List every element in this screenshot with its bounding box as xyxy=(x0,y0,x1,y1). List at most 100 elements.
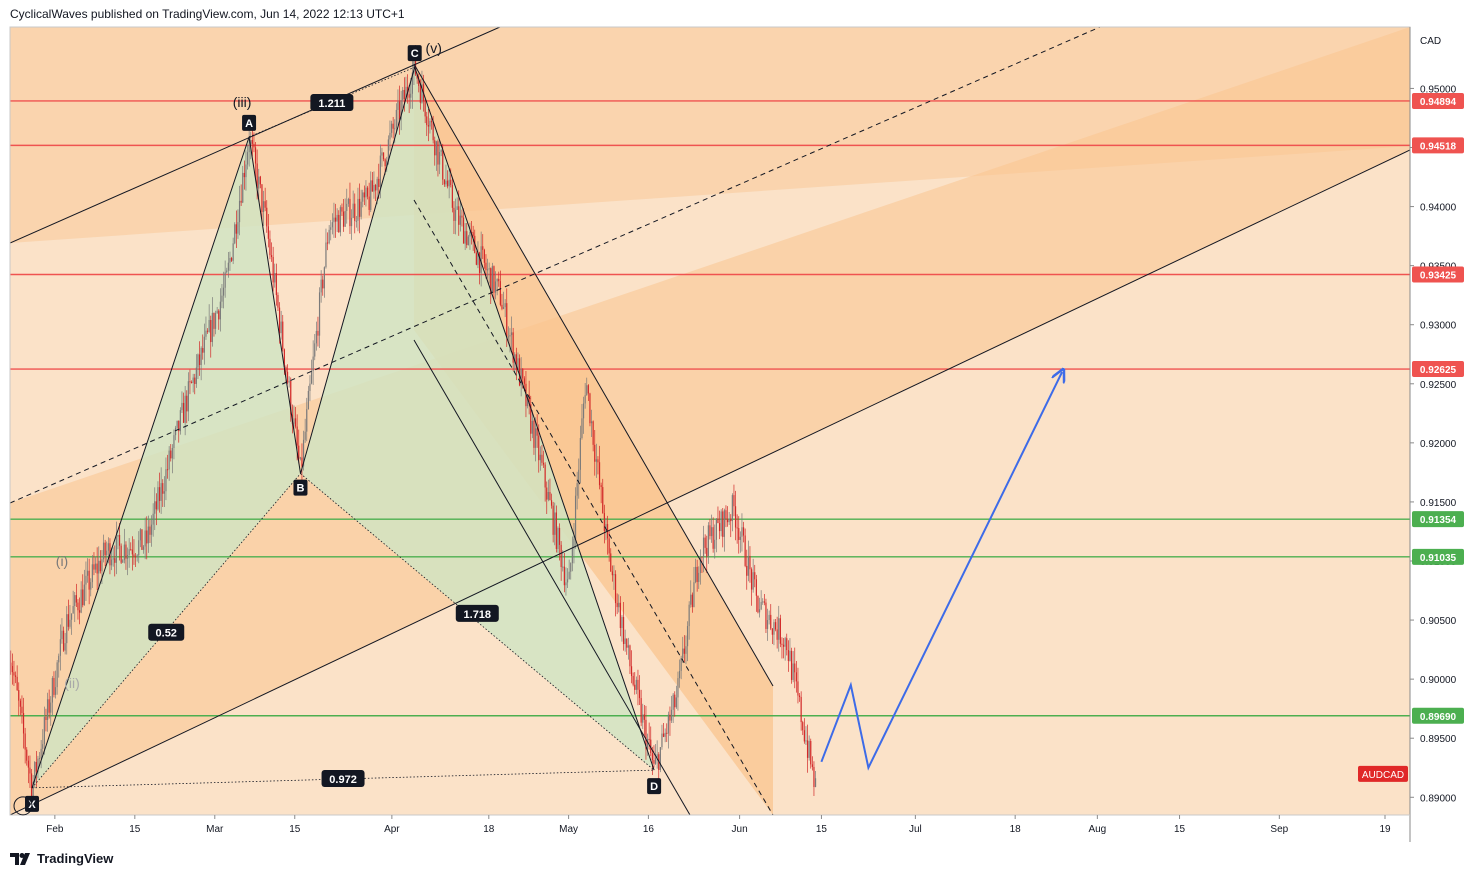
candle-body xyxy=(450,179,452,186)
candle-body xyxy=(490,268,492,293)
candle-body xyxy=(544,464,546,488)
candle-body xyxy=(80,589,82,613)
candle-body xyxy=(275,273,277,296)
candle-body xyxy=(134,556,137,558)
candle-body xyxy=(498,278,500,282)
candle-body xyxy=(554,512,556,535)
median-channel-line xyxy=(10,27,1101,504)
candle-body xyxy=(74,595,76,607)
candle-body xyxy=(187,381,189,412)
candle-body xyxy=(754,572,756,580)
candle-body xyxy=(458,206,460,225)
symbol-tag xyxy=(1358,765,1408,782)
candle-body xyxy=(688,604,690,627)
candle-body xyxy=(234,224,236,244)
candle-body xyxy=(154,501,156,514)
candle-body xyxy=(406,86,409,95)
candle-body xyxy=(730,518,732,522)
candle-body xyxy=(602,487,604,514)
ratio-badge xyxy=(148,623,185,641)
candle-body xyxy=(326,242,329,244)
candle-body xyxy=(496,278,498,282)
candle-body xyxy=(494,281,497,293)
candle-body xyxy=(630,666,633,677)
candle-body xyxy=(139,529,141,541)
candle-body xyxy=(338,214,340,233)
candle-body xyxy=(414,56,417,75)
candle-body xyxy=(542,462,545,465)
candle-body xyxy=(72,606,74,614)
candle-body xyxy=(45,717,47,720)
candle-body xyxy=(758,609,761,613)
candle-body xyxy=(77,602,79,611)
candle-body xyxy=(680,658,682,671)
candle-body xyxy=(640,698,642,723)
candle-body xyxy=(240,200,242,203)
candle-body xyxy=(272,256,274,283)
candle-body xyxy=(363,192,365,198)
candle-body xyxy=(461,215,463,218)
point-badge-A xyxy=(242,114,257,131)
candle-body xyxy=(749,555,751,570)
projection-arrow[interactable] xyxy=(820,372,1062,771)
candle-body xyxy=(736,527,738,529)
descending-channel-upper xyxy=(413,63,774,687)
publish-attribution: CyclicalWaves published on TradingView.c… xyxy=(10,7,405,21)
candle-body xyxy=(336,214,338,222)
candles xyxy=(10,44,817,808)
candle-body xyxy=(133,554,135,557)
candle-body xyxy=(54,687,57,695)
candle-body xyxy=(229,258,231,263)
candle-body xyxy=(147,526,149,544)
candle-body xyxy=(341,207,343,212)
candle-body xyxy=(565,582,567,586)
candle-body xyxy=(358,198,361,217)
candle-body xyxy=(250,140,252,145)
candle-body xyxy=(714,539,716,549)
level-price-label: 0.93425 xyxy=(1420,271,1457,282)
candle-body xyxy=(576,483,578,496)
x-tick-label: Apr xyxy=(384,824,400,835)
candle-body xyxy=(629,645,631,667)
candle-body xyxy=(10,662,12,666)
ratio-label: 0.972 xyxy=(329,774,357,786)
price-chart[interactable]: CAD 0.950000.945000.940000.935000.930000… xyxy=(0,0,1478,845)
candle-body xyxy=(517,358,519,371)
candle-body xyxy=(682,648,684,659)
candle-body xyxy=(530,404,532,434)
candle-body xyxy=(254,147,257,164)
candle-body xyxy=(528,394,530,405)
candle-body xyxy=(269,238,271,256)
candle-body xyxy=(61,630,63,640)
point-label-D: D xyxy=(650,781,658,793)
candle-body xyxy=(194,377,196,384)
candle-body xyxy=(611,571,613,576)
candle-body xyxy=(90,582,92,590)
candle-body xyxy=(475,252,477,265)
candle-body xyxy=(125,544,127,559)
candle-body xyxy=(557,527,559,549)
candle-body xyxy=(62,630,65,651)
candle-body xyxy=(382,152,385,160)
level-price-label: 0.94518 xyxy=(1420,141,1457,152)
candle-body xyxy=(718,523,721,532)
candle-body xyxy=(539,454,541,461)
y-tick-label: 0.89500 xyxy=(1420,734,1457,745)
x-tick-label: Aug xyxy=(1088,824,1106,835)
ratio-label: 0.52 xyxy=(156,628,177,640)
candle-body xyxy=(322,279,324,289)
candle-body xyxy=(533,420,535,448)
wave-label: (iii) xyxy=(233,94,252,110)
candle-body xyxy=(221,295,223,302)
candle-body xyxy=(605,524,607,532)
candle-body xyxy=(339,207,341,233)
candle-body xyxy=(35,761,37,772)
candle-body xyxy=(507,336,509,338)
candle-body xyxy=(213,312,215,329)
candle-body xyxy=(288,380,290,383)
x-tick-label: 16 xyxy=(643,824,655,835)
footer-brand: TradingView xyxy=(37,851,114,866)
candle-body xyxy=(302,439,305,467)
candle-body xyxy=(446,180,449,187)
level-price-tag xyxy=(1412,361,1464,378)
